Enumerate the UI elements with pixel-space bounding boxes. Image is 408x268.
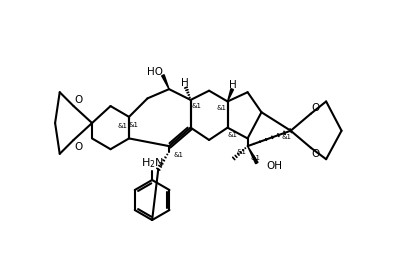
Polygon shape: [228, 89, 233, 102]
Text: &1: &1: [237, 149, 246, 155]
Polygon shape: [162, 75, 169, 89]
Text: &1: &1: [118, 123, 128, 129]
Text: O: O: [74, 95, 82, 105]
Text: &1: &1: [173, 152, 183, 158]
Text: H: H: [229, 80, 237, 90]
Text: HO: HO: [147, 67, 163, 77]
Text: &1: &1: [129, 122, 139, 128]
Text: &1: &1: [216, 105, 226, 111]
Text: O: O: [74, 142, 82, 152]
Text: H$_2$N: H$_2$N: [141, 156, 164, 170]
Polygon shape: [248, 146, 258, 164]
Text: &1: &1: [250, 155, 260, 161]
Text: H: H: [181, 78, 189, 88]
Text: &1: &1: [281, 134, 291, 140]
Text: O: O: [311, 149, 319, 159]
Text: &1: &1: [227, 132, 237, 138]
Text: &1: &1: [192, 103, 202, 109]
Text: OH: OH: [266, 161, 282, 171]
Text: O: O: [311, 103, 319, 113]
